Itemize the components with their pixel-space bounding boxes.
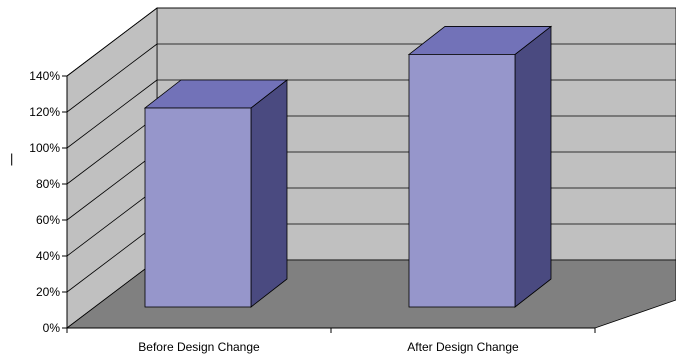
chart-category-labels: Before Design Change After Design Change (138, 340, 519, 354)
x-category-label: After Design Change (407, 340, 519, 354)
y-tick-label: 20% (36, 285, 60, 299)
bar-side-face (514, 25, 552, 308)
bar-side-face (250, 79, 288, 308)
y-axis-label: | (10, 151, 13, 166)
chart-tick-labels: 0% 20% 40% 60% 80% 100% 120% 140% (29, 69, 60, 335)
gridline-side (66, 187, 158, 257)
gridline-side (66, 223, 158, 293)
chart-axes (62, 75, 596, 333)
y-tick-label: 80% (36, 177, 60, 191)
y-tick-label: 140% (29, 69, 60, 83)
y-tick-label: 120% (29, 105, 60, 119)
x-category-label: Before Design Change (138, 340, 260, 354)
y-tick-label: 40% (36, 249, 60, 263)
y-tick-label: 60% (36, 213, 60, 227)
gridline-side (66, 79, 158, 149)
bar-front-face (144, 107, 252, 308)
y-tick-label: 0% (43, 321, 61, 335)
bar-2 (407, 25, 553, 308)
y-tick-label: 100% (29, 141, 60, 155)
gridline-side (66, 151, 158, 221)
gridline-side (66, 115, 158, 185)
gridline-side (66, 43, 158, 113)
gridline-side (66, 7, 158, 77)
bar-1 (143, 79, 289, 308)
bar-front-face (408, 54, 516, 308)
chart-bars (143, 25, 553, 308)
